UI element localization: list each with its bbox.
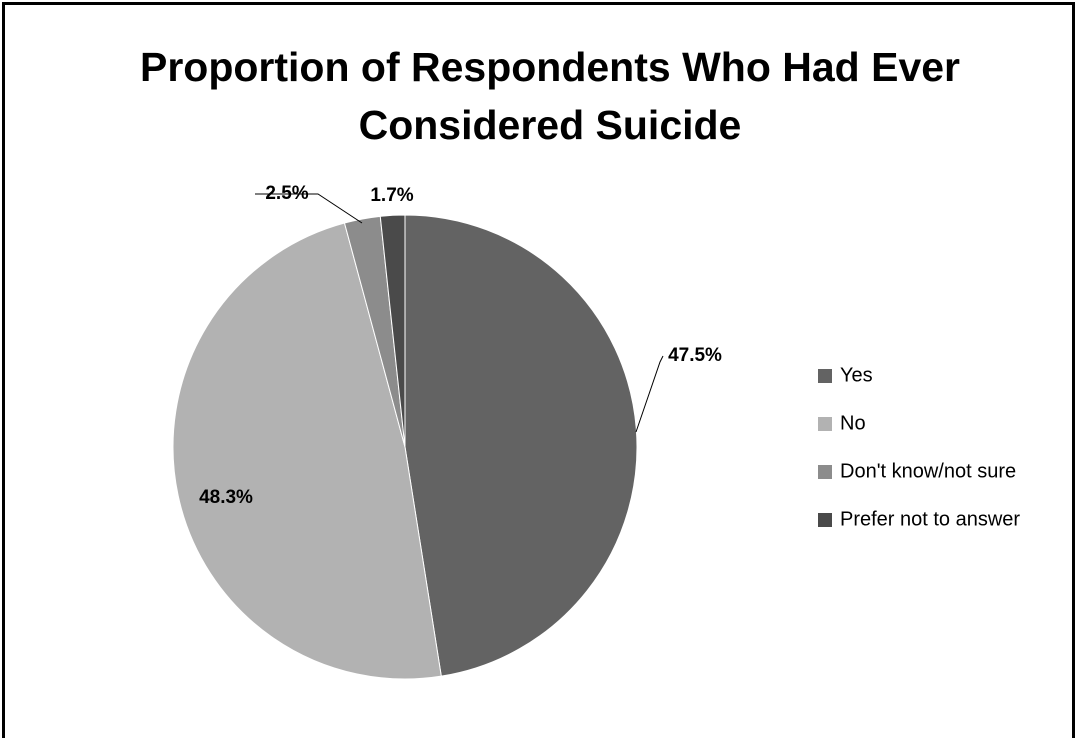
data-label: 47.5% xyxy=(668,345,722,366)
pie-slice xyxy=(172,222,442,680)
legend-swatch xyxy=(818,513,832,527)
legend-label: Yes xyxy=(840,364,873,386)
leader-line xyxy=(255,193,363,224)
leader-line xyxy=(635,355,664,433)
legend-label: Don't know/not sure xyxy=(840,460,1016,482)
legend-swatch xyxy=(818,369,832,383)
legend-label: Prefer not to answer xyxy=(840,508,1020,530)
legend-swatch xyxy=(818,417,832,431)
legend-swatch xyxy=(818,465,832,479)
data-label: 48.3% xyxy=(199,487,253,508)
data-label: 2.5% xyxy=(265,183,308,204)
chart-title: Proportion of Respondents Who Had Ever C… xyxy=(139,44,961,148)
pie-slice xyxy=(404,214,638,677)
pie-slice xyxy=(379,214,406,448)
data-label: 1.7% xyxy=(370,185,413,206)
legend-label: No xyxy=(840,412,866,434)
